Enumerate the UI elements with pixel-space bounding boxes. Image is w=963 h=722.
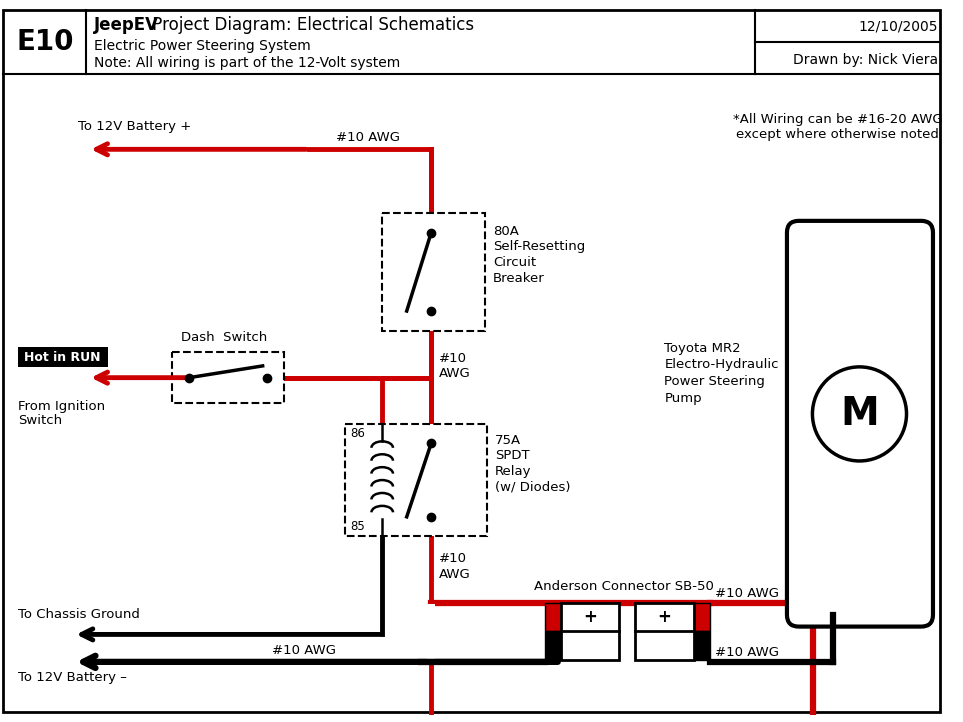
Text: From Ignition: From Ignition [17, 399, 105, 412]
Text: To Chassis Ground: To Chassis Ground [17, 609, 140, 622]
Text: #10 AWG: #10 AWG [716, 587, 779, 600]
Text: *All Wiring can be #16-20 AWG
except where otherwise noted: *All Wiring can be #16-20 AWG except whe… [733, 113, 943, 141]
Text: #10 AWG: #10 AWG [716, 645, 779, 658]
Text: Toyota MR2: Toyota MR2 [664, 342, 742, 355]
Bar [694, 632, 710, 660]
Text: SPDT: SPDT [495, 449, 530, 462]
Text: 12/10/2005: 12/10/2005 [858, 19, 938, 34]
Text: #10 AWG: #10 AWG [272, 643, 336, 656]
Text: 80A: 80A [493, 225, 519, 238]
Text: +: + [583, 608, 597, 626]
Text: 86: 86 [350, 427, 365, 440]
Bar [17, 347, 108, 367]
Text: Self-Resetting: Self-Resetting [493, 240, 586, 253]
Text: #10: #10 [439, 552, 467, 565]
Text: Power Steering: Power Steering [664, 375, 766, 388]
Text: Relay: Relay [495, 465, 532, 478]
Text: To 12V Battery +: To 12V Battery + [78, 121, 192, 134]
Text: Electro-Hydraulic: Electro-Hydraulic [664, 358, 779, 371]
Bar [560, 603, 619, 660]
Text: Dash  Switch: Dash Switch [181, 331, 268, 344]
Bar [545, 603, 560, 632]
Text: #10: #10 [439, 352, 467, 365]
Text: Project Diagram: Electrical Schematics: Project Diagram: Electrical Schematics [147, 16, 474, 34]
Text: (w/ Diodes): (w/ Diodes) [495, 481, 570, 494]
Text: Circuit: Circuit [493, 256, 536, 269]
Text: Pump: Pump [664, 392, 702, 405]
Text: AWG: AWG [439, 568, 471, 581]
Text: E10: E10 [16, 28, 74, 56]
Text: Electric Power Steering System: Electric Power Steering System [94, 40, 311, 53]
Text: To 12V Battery –: To 12V Battery – [17, 671, 126, 684]
Bar [545, 632, 560, 660]
Bar [694, 603, 710, 632]
Text: Anderson Connector SB-50: Anderson Connector SB-50 [534, 580, 714, 593]
Bar [345, 424, 487, 536]
Text: #10 AWG: #10 AWG [335, 131, 400, 144]
Text: 75A: 75A [495, 433, 521, 446]
Bar [635, 603, 694, 660]
Circle shape [813, 367, 906, 461]
Bar [171, 352, 284, 403]
Text: M: M [840, 395, 879, 433]
Text: JeepEV: JeepEV [94, 16, 159, 34]
FancyBboxPatch shape [787, 221, 933, 627]
Text: Breaker: Breaker [493, 271, 545, 284]
Text: +: + [658, 608, 671, 626]
Text: AWG: AWG [439, 367, 471, 380]
Text: 85: 85 [350, 520, 365, 533]
Text: Note: All wiring is part of the 12-Volt system: Note: All wiring is part of the 12-Volt … [94, 56, 401, 70]
Bar [382, 213, 485, 331]
Text: Hot in RUN: Hot in RUN [24, 351, 101, 364]
Text: Drawn by: Nick Viera: Drawn by: Nick Viera [793, 53, 938, 67]
Text: Switch: Switch [17, 414, 62, 427]
Bar [428, 604, 435, 663]
